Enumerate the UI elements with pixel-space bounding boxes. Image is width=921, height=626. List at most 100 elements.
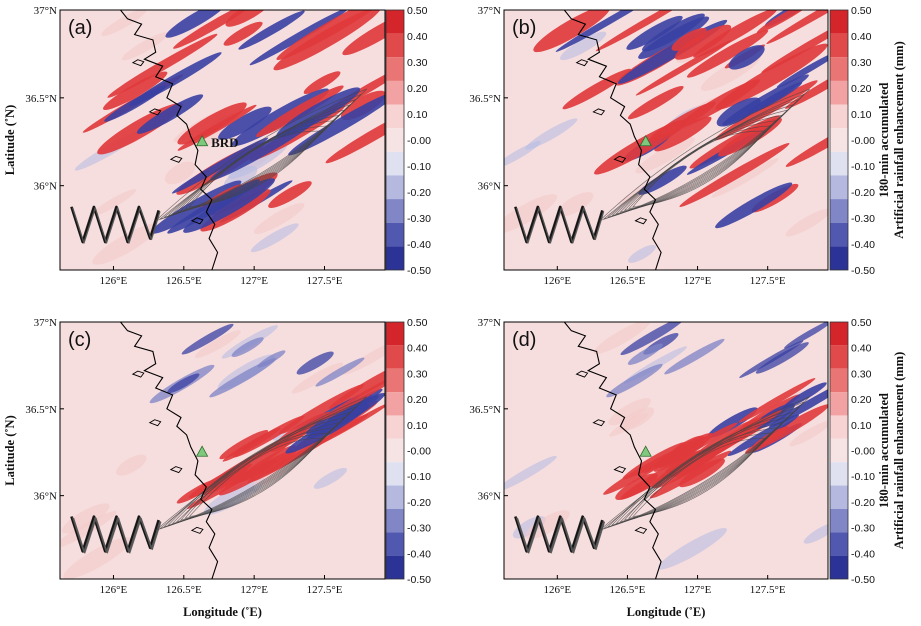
enhancement-streak — [635, 137, 695, 174]
colorbar-swatch — [386, 485, 404, 509]
x-tick-label: 127.5°E — [750, 584, 786, 596]
x-tick-label: 126°E — [543, 275, 571, 287]
panel-label: (c) — [68, 329, 91, 351]
rainfall-contour — [619, 114, 783, 213]
colorbar-swatch — [830, 33, 848, 58]
x-tick-label: 127.5°E — [307, 584, 343, 596]
x-axis-label: Longitude (˚E) — [183, 605, 262, 619]
enhancement-streak — [209, 358, 277, 398]
site-label: BRD — [211, 135, 238, 150]
enhancement-streak — [671, 28, 707, 51]
colorbar-frame — [829, 321, 849, 580]
colorbar-swatch — [830, 415, 848, 439]
rainfall-contour — [627, 125, 772, 209]
colorbar-tick-label: -0.40 — [851, 548, 875, 560]
enhancement-streak — [313, 467, 347, 489]
colorbar: 0.50 0.40 0.30 0.20 0.10 -0.00 -0.10 -0.20 -0.30… — [385, 5, 431, 277]
enhancement-streak — [320, 374, 385, 421]
enhancement-streak — [63, 537, 132, 579]
enhancement-streak — [171, 137, 269, 194]
y-tick-label: 36.5°N — [469, 93, 501, 105]
enhancement-streak — [766, 10, 828, 44]
colorbar-swatch — [386, 175, 404, 200]
coastline — [563, 322, 662, 579]
colorbar-swatch — [830, 508, 848, 533]
map-field — [504, 322, 828, 579]
island-outline — [613, 466, 627, 474]
island-outline — [575, 59, 589, 67]
colorbar-tick-label: 0.20 — [851, 83, 872, 95]
colorbar-tick-label: 0.50 — [851, 5, 872, 17]
colorbar-swatch — [830, 175, 848, 200]
enhancement-streak — [177, 102, 247, 145]
enhancement-streak — [756, 10, 816, 34]
colorbar-tick-label: -0.50 — [851, 265, 875, 277]
rainfall-contour — [175, 114, 340, 213]
enhancement-streak — [608, 398, 651, 426]
y-tick-label: 36°N — [478, 491, 501, 503]
enhancement-streak — [657, 527, 727, 570]
island-outline — [148, 419, 162, 427]
colorbar-tick-label: -0.20 — [851, 187, 875, 199]
colorbar-frame — [829, 9, 849, 271]
seeding-track-contour — [516, 207, 605, 244]
colorbar-tick-label: 0.30 — [851, 368, 872, 380]
enhancement-streak — [674, 24, 732, 60]
enhancement-streak — [679, 143, 790, 207]
colorbar-tick-label: 0.40 — [407, 343, 428, 355]
colorbar-tick-label: 0.30 — [407, 57, 428, 69]
rainfall-contour — [184, 432, 329, 519]
enhancement-streak — [626, 15, 683, 50]
x-tick-label: 126°E — [100, 584, 128, 596]
rainfall-contour — [607, 406, 800, 528]
enhancement-streak — [776, 49, 828, 88]
rainfall-contour — [627, 432, 772, 519]
colorbar-tick-label: 0.10 — [851, 109, 872, 121]
enhancement-streak — [525, 118, 578, 150]
enhancement-streak — [342, 10, 385, 56]
enhancement-streak — [738, 378, 816, 423]
enhancement-streak — [116, 454, 147, 476]
colorbar-swatch — [386, 199, 404, 223]
colorbar-swatch — [830, 57, 848, 81]
colorbar-swatch — [386, 415, 404, 439]
colorbar-title-line1: 180-min accumulated — [877, 393, 891, 508]
colorbar-swatch — [830, 322, 848, 346]
colorbar-tick-label: 0.30 — [851, 57, 872, 69]
enhancement-streak — [711, 158, 779, 198]
colorbar-swatch — [386, 322, 404, 346]
island-outline — [634, 526, 648, 534]
enhancement-streak — [183, 178, 275, 233]
enhancement-streak — [194, 330, 241, 358]
island-outline — [190, 217, 204, 225]
colorbar-tick-label: 0.50 — [851, 317, 872, 329]
colorbar: 0.50 0.40 0.30 0.20 0.10 -0.00 -0.10 -0.20 -0.30… — [829, 317, 906, 586]
colorbar-tick-label: 0.50 — [407, 5, 428, 17]
x-tick-label: 126.5°E — [166, 275, 202, 287]
coastline — [120, 10, 219, 270]
enhancement-streak — [686, 29, 769, 78]
island-outline — [131, 370, 145, 378]
colorbar-swatch — [830, 485, 848, 509]
colorbar-tick-label: -0.20 — [407, 497, 431, 509]
enhancement-streak — [504, 455, 557, 492]
colorbar-tick-label: -0.00 — [851, 135, 875, 147]
enhancement-streak — [615, 473, 658, 501]
enhancement-streak — [250, 223, 299, 253]
enhancement-streak — [718, 117, 782, 157]
enhancement-streak — [672, 447, 721, 477]
enhancement-streak — [253, 202, 305, 235]
enhancement-streak — [164, 161, 196, 185]
colorbar-tick-label: -0.40 — [851, 239, 875, 251]
rainfall-contour — [167, 411, 351, 526]
enhancement-streak — [291, 362, 344, 394]
x-tick-label: 126°E — [100, 275, 128, 287]
colorbar-tick-label: 0.40 — [851, 31, 872, 43]
island-outline — [592, 108, 606, 116]
colorbar-tick-label: -0.30 — [851, 213, 875, 225]
y-tick-label: 37°N — [34, 5, 57, 17]
panel-label: (a) — [68, 17, 92, 39]
rainfall-contour — [632, 130, 766, 208]
colorbar-swatch — [386, 392, 404, 416]
map-frame — [59, 9, 386, 271]
